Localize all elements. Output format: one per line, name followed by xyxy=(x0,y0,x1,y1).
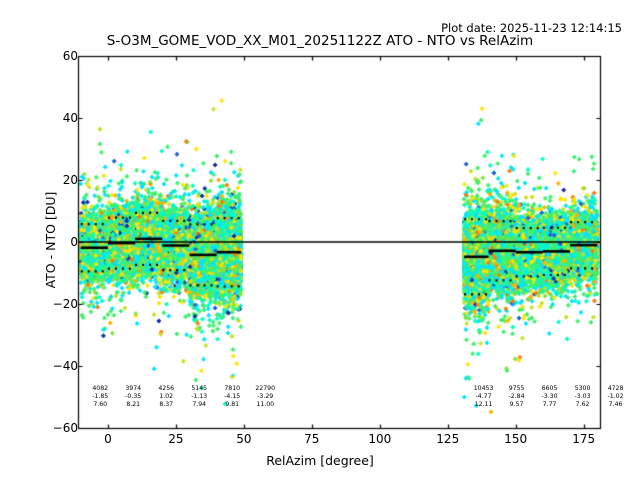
stats-stdev-row: 12.11 9.57 7.77 7.62 7.46 xyxy=(467,401,632,409)
stats-value: 7810 xyxy=(224,385,241,392)
stats-value: -0.35 xyxy=(125,393,142,401)
page-title: S-O3M_GOME_VOD_XX_M01_20251122Z ATO - NT… xyxy=(106,33,534,49)
stats-value: 4256 xyxy=(158,385,175,392)
stats-mean-row: -4.77 -2.84 -3.30 -3.03 -1.02 xyxy=(467,393,632,401)
stats-value: 10453 xyxy=(473,385,494,392)
stats-value: 6605 xyxy=(541,385,558,392)
stats-value: 8.21 xyxy=(126,401,141,409)
x-tick-label: 0 xyxy=(104,432,112,446)
y-tick-label: −20 xyxy=(52,297,78,311)
y-tick-label: 0 xyxy=(70,235,78,249)
stats-value: 4728 xyxy=(607,385,624,392)
plot-date-label: Plot date: 2025-11-23 12:14:15 xyxy=(441,21,622,35)
stats-value: -4.77 xyxy=(475,393,492,401)
stats-value: 1.02 xyxy=(159,393,174,401)
stats-value: -1.13 xyxy=(191,393,208,401)
stats-value: -1.02 xyxy=(607,393,624,401)
stats-count-row: 10453 9755 6605 5300 4728 xyxy=(467,385,632,393)
stats-value: 7.77 xyxy=(542,401,557,409)
stats-value: 8.37 xyxy=(159,401,174,409)
stats-value: 22790 xyxy=(255,385,276,392)
stats-stdev-row: 7.60 8.21 8.37 7.94 9.81 11.00 xyxy=(84,401,282,409)
stats-value: -3.03 xyxy=(574,393,591,401)
stats-count-row: 4082 3974 4256 5145 7810 22790 xyxy=(84,385,282,393)
stats-value: 7.60 xyxy=(93,401,108,409)
stats-value: 7.94 xyxy=(192,401,207,409)
stats-value: 7.62 xyxy=(575,401,590,409)
stats-value: -4.15 xyxy=(224,393,241,401)
stats-value: 5300 xyxy=(574,385,591,392)
stats-block-right: 10453 9755 6605 5300 4728 -4.77 -2.84 -3.30 -3.0… xyxy=(467,385,632,410)
y-tick-label: −60 xyxy=(52,421,78,435)
x-tick-label: 175 xyxy=(572,432,596,446)
stats-value: 12.11 xyxy=(474,401,493,409)
x-tick-label: 125 xyxy=(436,432,460,446)
stats-block-left: 4082 3974 4256 5145 7810 22790 -1.85 -0.35 1.02-… xyxy=(84,385,282,410)
x-tick-label: 25 xyxy=(168,432,184,446)
stats-mean-row: -1.85 -0.35 1.02 -1.13 -4.15 -3.29 xyxy=(84,393,282,401)
stats-value: 11.00 xyxy=(256,401,275,409)
y-tick-label: 40 xyxy=(62,111,78,125)
stats-value: 5145 xyxy=(191,385,208,392)
x-axis-label: RelAzim [degree] xyxy=(266,453,374,468)
x-tick-label: 75 xyxy=(304,432,320,446)
y-tick-label: 20 xyxy=(62,173,78,187)
stats-value: 3974 xyxy=(125,385,142,392)
stats-value: 9.81 xyxy=(225,401,240,409)
stats-value: 9755 xyxy=(508,385,525,392)
stats-value: -3.30 xyxy=(541,393,558,401)
stats-value: -2.84 xyxy=(508,393,525,401)
x-tick-label: 100 xyxy=(368,432,392,446)
stats-value: 7.46 xyxy=(608,401,623,409)
y-tick-label: −40 xyxy=(52,359,78,373)
x-tick-label: 50 xyxy=(236,432,252,446)
stats-value: 4082 xyxy=(92,385,109,392)
x-tick-label: 150 xyxy=(504,432,528,446)
stats-value: -3.29 xyxy=(257,393,274,401)
stats-value: 9.57 xyxy=(509,401,524,409)
y-tick-label: 60 xyxy=(62,49,78,63)
stats-value: -1.85 xyxy=(92,393,109,401)
